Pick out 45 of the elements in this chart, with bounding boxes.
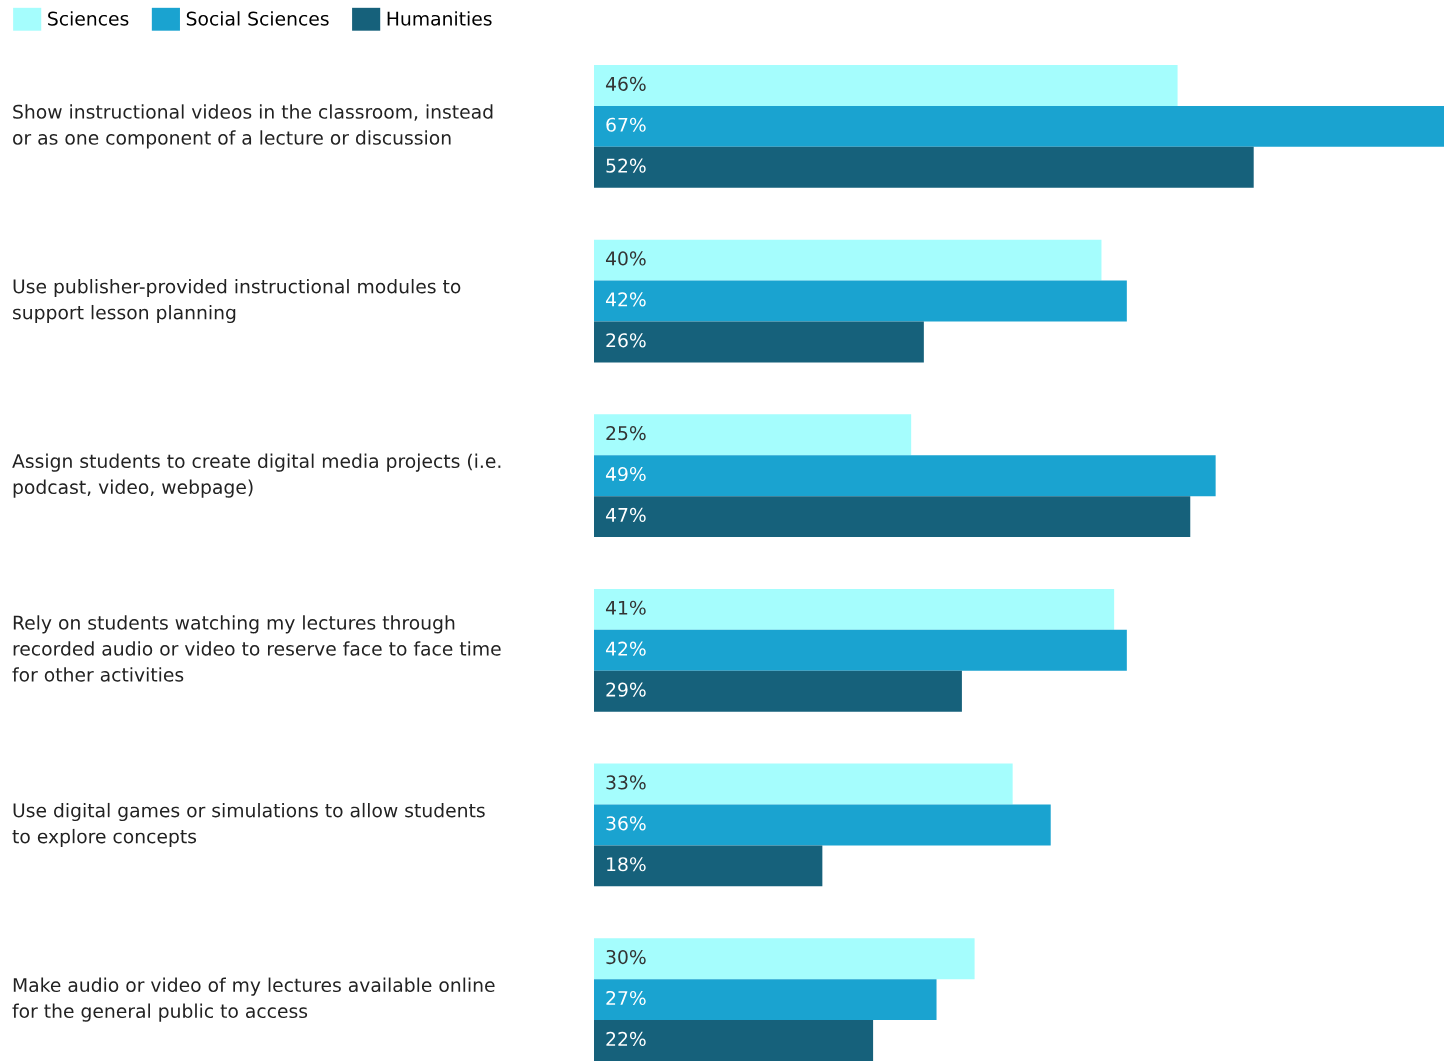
y-tick-label: Make audio or video of my lectures available online for the general public to access [12,977,495,1022]
bar [594,455,1216,497]
data-label: 36% [606,816,646,831]
bar [594,65,1178,106]
bar [594,321,924,363]
bar [594,105,1444,147]
legend-label: Humanities [387,11,492,26]
bar [594,588,1115,630]
data-label: 30% [606,949,646,965]
bar [594,804,1051,846]
bar [594,979,937,1021]
bar [594,938,975,980]
bar [594,146,1254,188]
y-tick-label: Use publisher-provided instructional modules to support lesson planning [13,278,461,324]
bar [594,239,1102,281]
data-label: 52% [606,158,646,173]
bar [594,414,912,456]
data-label: 41% [605,600,646,615]
data-label: 26% [606,333,646,348]
bar [594,280,1127,322]
data-label: 33% [606,775,646,790]
y-tick-label: Use digital games or simulations to allow students to explore concepts [12,802,485,848]
legend-label: Social Sciences [186,11,329,26]
y-tick-label: Rely on students watching my lectures through recorded audio or video to reserve face to face time for other activities [12,615,501,682]
y-tick-label: Show instructional videos in the classroom, instead or as one component of a lecture or discussion [13,104,493,149]
data-label: 47% [605,507,646,523]
data-label: 67% [606,117,646,132]
data-label: 42% [605,641,646,656]
data-label: 40% [605,251,646,266]
legend-label: Sciences [48,11,129,26]
bar [594,629,1127,671]
data-label: 18% [607,857,646,872]
data-label: 27% [606,990,646,1006]
data-label: 42% [605,292,646,307]
bar [594,845,823,887]
data-label: 25% [606,426,646,441]
bar [594,1020,874,1061]
y-tick-label: Assign students to create digital media projects (i.e. podcast, video, webpage) [12,453,501,498]
data-label: 49% [605,466,646,482]
bar [594,763,1013,805]
bar [594,496,1191,538]
data-label: 46% [605,76,646,91]
bar [594,670,962,712]
data-label: 22% [606,1031,646,1046]
data-label: 29% [606,682,646,697]
